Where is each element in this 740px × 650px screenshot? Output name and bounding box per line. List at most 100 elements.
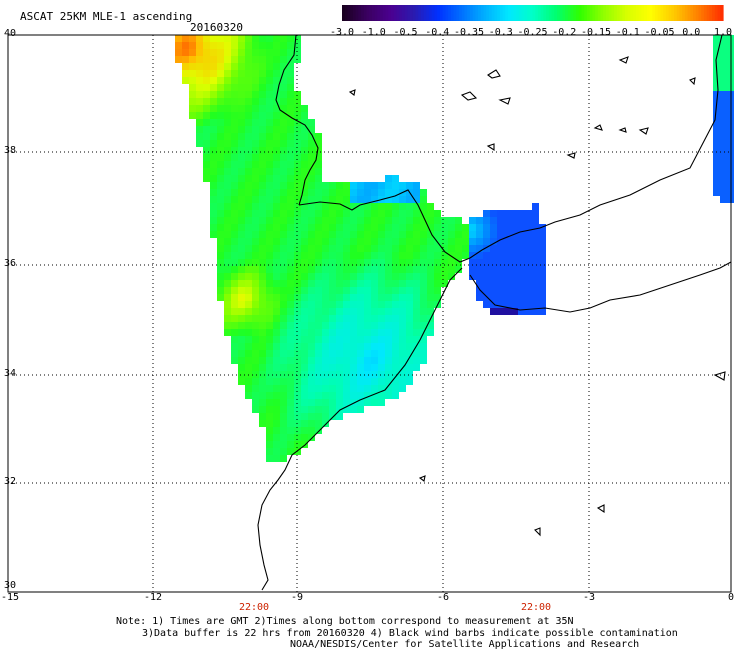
- swath-cell: [224, 70, 231, 77]
- swath-cell: [280, 56, 287, 63]
- swath-cell: [245, 357, 252, 364]
- swath-cell: [434, 217, 441, 224]
- swath-cell: [315, 161, 322, 168]
- swath-cell: [259, 182, 266, 189]
- swath-cell: [224, 147, 231, 154]
- swath-cell: [420, 322, 427, 329]
- swath-cell: [273, 308, 280, 315]
- swath-cell: [525, 238, 532, 245]
- swath-cell: [518, 259, 525, 266]
- swath-cell: [371, 392, 378, 399]
- colorbar-segment: [374, 5, 378, 21]
- swath-cell: [350, 189, 357, 196]
- swath-cell: [483, 217, 490, 224]
- swath-cell: [504, 245, 511, 252]
- swath-cell: [364, 266, 371, 273]
- colorbar-segment: [358, 5, 362, 21]
- swath-cell: [427, 329, 434, 336]
- swath-cell: [266, 329, 273, 336]
- swath-cell: [350, 266, 357, 273]
- swath-cell: [315, 357, 322, 364]
- swath-cell: [301, 378, 308, 385]
- swath-cell: [322, 273, 329, 280]
- swath-cell: [329, 343, 336, 350]
- swath-cell: [217, 224, 224, 231]
- swath-cell: [720, 175, 727, 182]
- swath-cell: [504, 273, 511, 280]
- swath-cell: [329, 238, 336, 245]
- swath-cell: [238, 280, 245, 287]
- coastline-iberia-south: [298, 34, 723, 263]
- swath-cell: [322, 266, 329, 273]
- swath-cell: [364, 287, 371, 294]
- swath-cell: [406, 280, 413, 287]
- swath-cell: [301, 112, 308, 119]
- swath-cell: [266, 266, 273, 273]
- swath-cell: [357, 238, 364, 245]
- swath-cell: [322, 378, 329, 385]
- swath-cell: [350, 371, 357, 378]
- swath-cell: [462, 224, 469, 231]
- swath-cell: [378, 385, 385, 392]
- swath-cell: [301, 189, 308, 196]
- swath-cell: [245, 266, 252, 273]
- swath-cell: [294, 329, 301, 336]
- swath-cell: [238, 343, 245, 350]
- swath-cell: [252, 224, 259, 231]
- swath-cell: [287, 427, 294, 434]
- swath-cell: [266, 420, 273, 427]
- swath-cell: [231, 224, 238, 231]
- swath-cell: [287, 238, 294, 245]
- swath-cell: [490, 245, 497, 252]
- swath-cell: [504, 259, 511, 266]
- swath-cell: [224, 245, 231, 252]
- swath-cell: [427, 203, 434, 210]
- swath-cell: [280, 350, 287, 357]
- swath-cell: [511, 294, 518, 301]
- swath-cell: [371, 266, 378, 273]
- swath-cell: [252, 133, 259, 140]
- swath-cell: [720, 112, 727, 119]
- colorbar-segment: [630, 5, 634, 21]
- swath-cell: [420, 189, 427, 196]
- swath-cell: [329, 210, 336, 217]
- swath-cell: [336, 364, 343, 371]
- swath-cell: [434, 266, 441, 273]
- swath-cell: [490, 301, 497, 308]
- swath-cell: [245, 238, 252, 245]
- swath-cell: [511, 308, 518, 315]
- swath-cell: [483, 301, 490, 308]
- colorbar-segment: [535, 5, 539, 21]
- swath-cell: [343, 385, 350, 392]
- swath-cell: [231, 203, 238, 210]
- swath-cell: [231, 210, 238, 217]
- swath-cell: [315, 238, 322, 245]
- swath-cell: [392, 315, 399, 322]
- swath-cell: [189, 35, 196, 42]
- swath-cell: [280, 301, 287, 308]
- swath-cell: [329, 336, 336, 343]
- swath-cell: [350, 196, 357, 203]
- swath-cell: [266, 196, 273, 203]
- swath-cell: [392, 196, 399, 203]
- swath-cell: [713, 49, 720, 56]
- swath-cell: [224, 49, 231, 56]
- colorbar-segment: [342, 5, 346, 21]
- swath-cell: [280, 77, 287, 84]
- swath-cell: [532, 287, 539, 294]
- swath-cell: [280, 266, 287, 273]
- swath-cell: [224, 266, 231, 273]
- swath-cell: [357, 280, 364, 287]
- swath-cell: [273, 252, 280, 259]
- swath-cell: [273, 301, 280, 308]
- swath-cell: [238, 98, 245, 105]
- swath-cell: [392, 238, 399, 245]
- swath-cell: [406, 196, 413, 203]
- swath-cell: [266, 336, 273, 343]
- swath-cell: [329, 329, 336, 336]
- swath-cell: [231, 105, 238, 112]
- swath-cell: [231, 322, 238, 329]
- swath-cell: [378, 238, 385, 245]
- swath-cell: [378, 189, 385, 196]
- swath-cell: [427, 294, 434, 301]
